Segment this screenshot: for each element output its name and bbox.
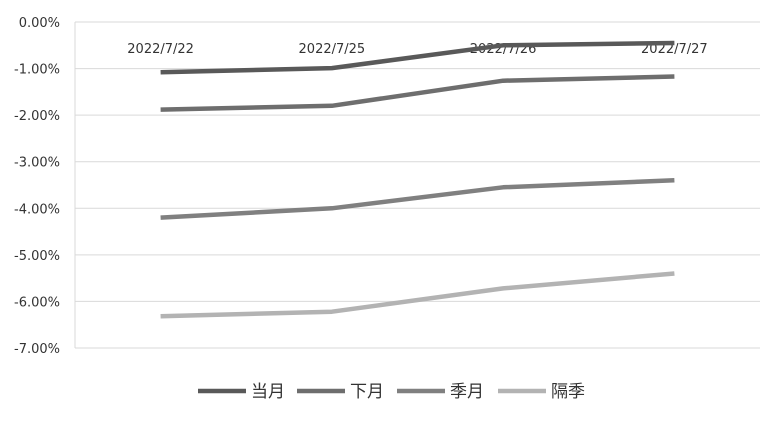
y-tick-label: -5.00%	[14, 249, 60, 264]
legend: 当月 下月 季月 隔季	[198, 382, 585, 402]
x-tick-label: 2022/7/25	[299, 42, 366, 57]
series-lines	[160, 40, 675, 319]
y-axis: 0.00% -1.00% -2.00% -3.00% -4.00% -5.00% -6.00…	[14, 16, 76, 357]
y-tick-label: 0.00%	[19, 16, 60, 31]
y-tick-label: -7.00%	[14, 342, 60, 357]
legend-label: 下月	[350, 382, 384, 402]
y-tick-label: -3.00%	[14, 156, 60, 171]
legend-label: 季月	[450, 382, 484, 402]
y-tick-label: -1.00%	[14, 63, 60, 78]
y-tick-label: -2.00%	[14, 109, 60, 124]
legend-label: 隔季	[551, 382, 585, 402]
x-tick-label: 2022/7/22	[127, 42, 194, 57]
series-line-2	[160, 178, 675, 220]
x-tick-label: 2022/7/27	[641, 42, 708, 57]
legend-label: 当月	[251, 382, 285, 402]
grid-lines	[75, 21, 760, 349]
series-line-1	[160, 74, 675, 112]
series-line-3	[160, 271, 675, 319]
y-tick-label: -4.00%	[14, 202, 60, 217]
y-tick-label: -6.00%	[14, 295, 60, 310]
series-line-0	[160, 40, 675, 75]
